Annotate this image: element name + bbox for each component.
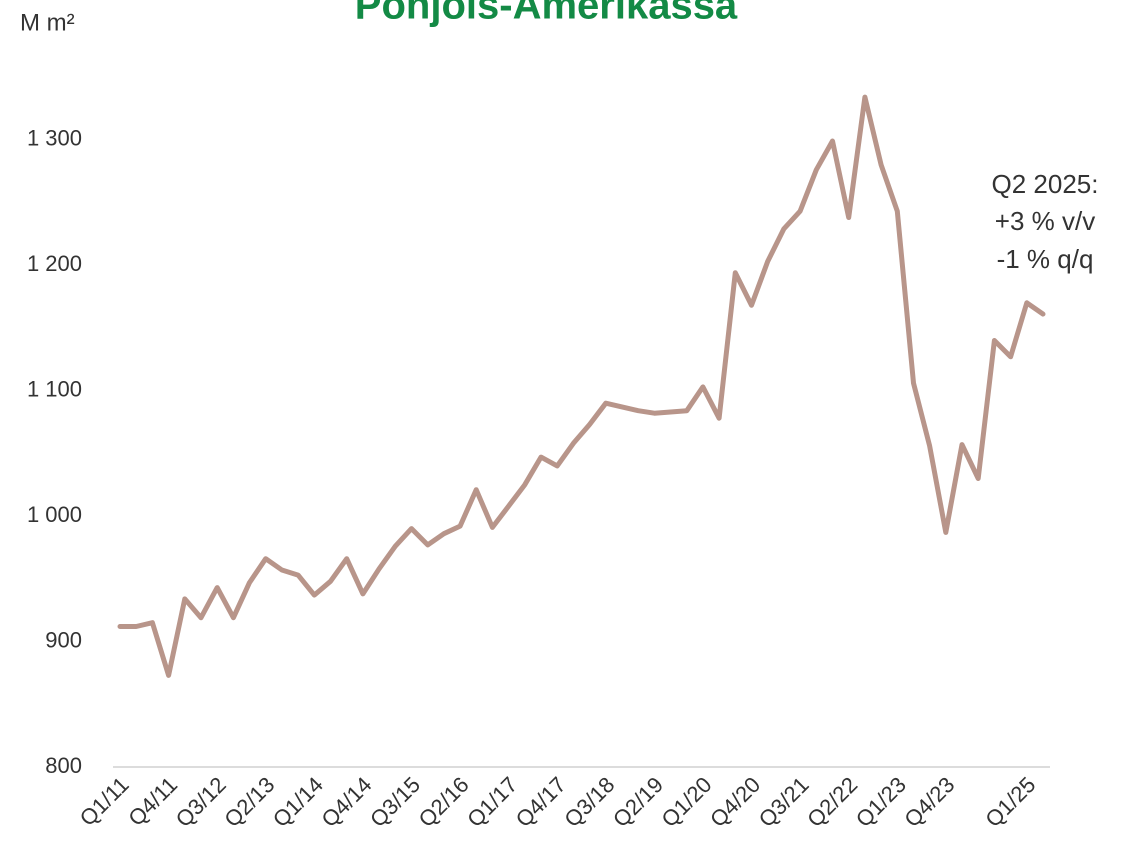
y-tick-label: 1 300 [27, 126, 82, 151]
y-axis-label: M m² [20, 9, 75, 36]
annotation: +3 % v/v [995, 206, 1095, 236]
x-tick-label: Q2/16 [414, 772, 474, 832]
x-tick-label: Q4/20 [705, 772, 765, 832]
x-tick-label: Q4/23 [899, 772, 959, 832]
x-tick-label: Q1/25 [980, 772, 1040, 832]
x-tick-label: Q3/21 [754, 772, 814, 832]
x-tick-label: Q3/18 [559, 772, 619, 832]
x-tick-label: Q4/17 [511, 772, 571, 832]
y-tick-label: 900 [45, 627, 82, 652]
x-tick-label: Q2/19 [608, 772, 668, 832]
x-tick-label: Q1/20 [657, 772, 717, 832]
x-tick-label: Q2/22 [802, 772, 862, 832]
y-tick-label: 1 200 [27, 251, 82, 276]
x-tick-label: Q3/12 [171, 772, 231, 832]
x-tick-label: Q1/17 [462, 772, 522, 832]
annotation: Q2 2025: [992, 169, 1099, 199]
y-tick-label: 800 [45, 753, 82, 778]
y-tick-label: 1 100 [27, 376, 82, 401]
x-tick-label: Q1/11 [75, 772, 134, 831]
x-tick-label: Q1/23 [851, 772, 911, 832]
x-tick-label: Q4/14 [316, 772, 376, 832]
x-tick-label: Q2/13 [219, 772, 279, 832]
annotation: -1 % q/q [997, 244, 1094, 274]
y-tick-label: 1 000 [27, 502, 82, 527]
chart-title: Pohjois-Amerikassa [355, 0, 738, 28]
x-tick-label: Q3/15 [365, 772, 425, 832]
x-tick-label: Q4/11 [123, 772, 182, 831]
x-tick-label: Q1/14 [268, 772, 328, 832]
data-line [117, 94, 1046, 678]
